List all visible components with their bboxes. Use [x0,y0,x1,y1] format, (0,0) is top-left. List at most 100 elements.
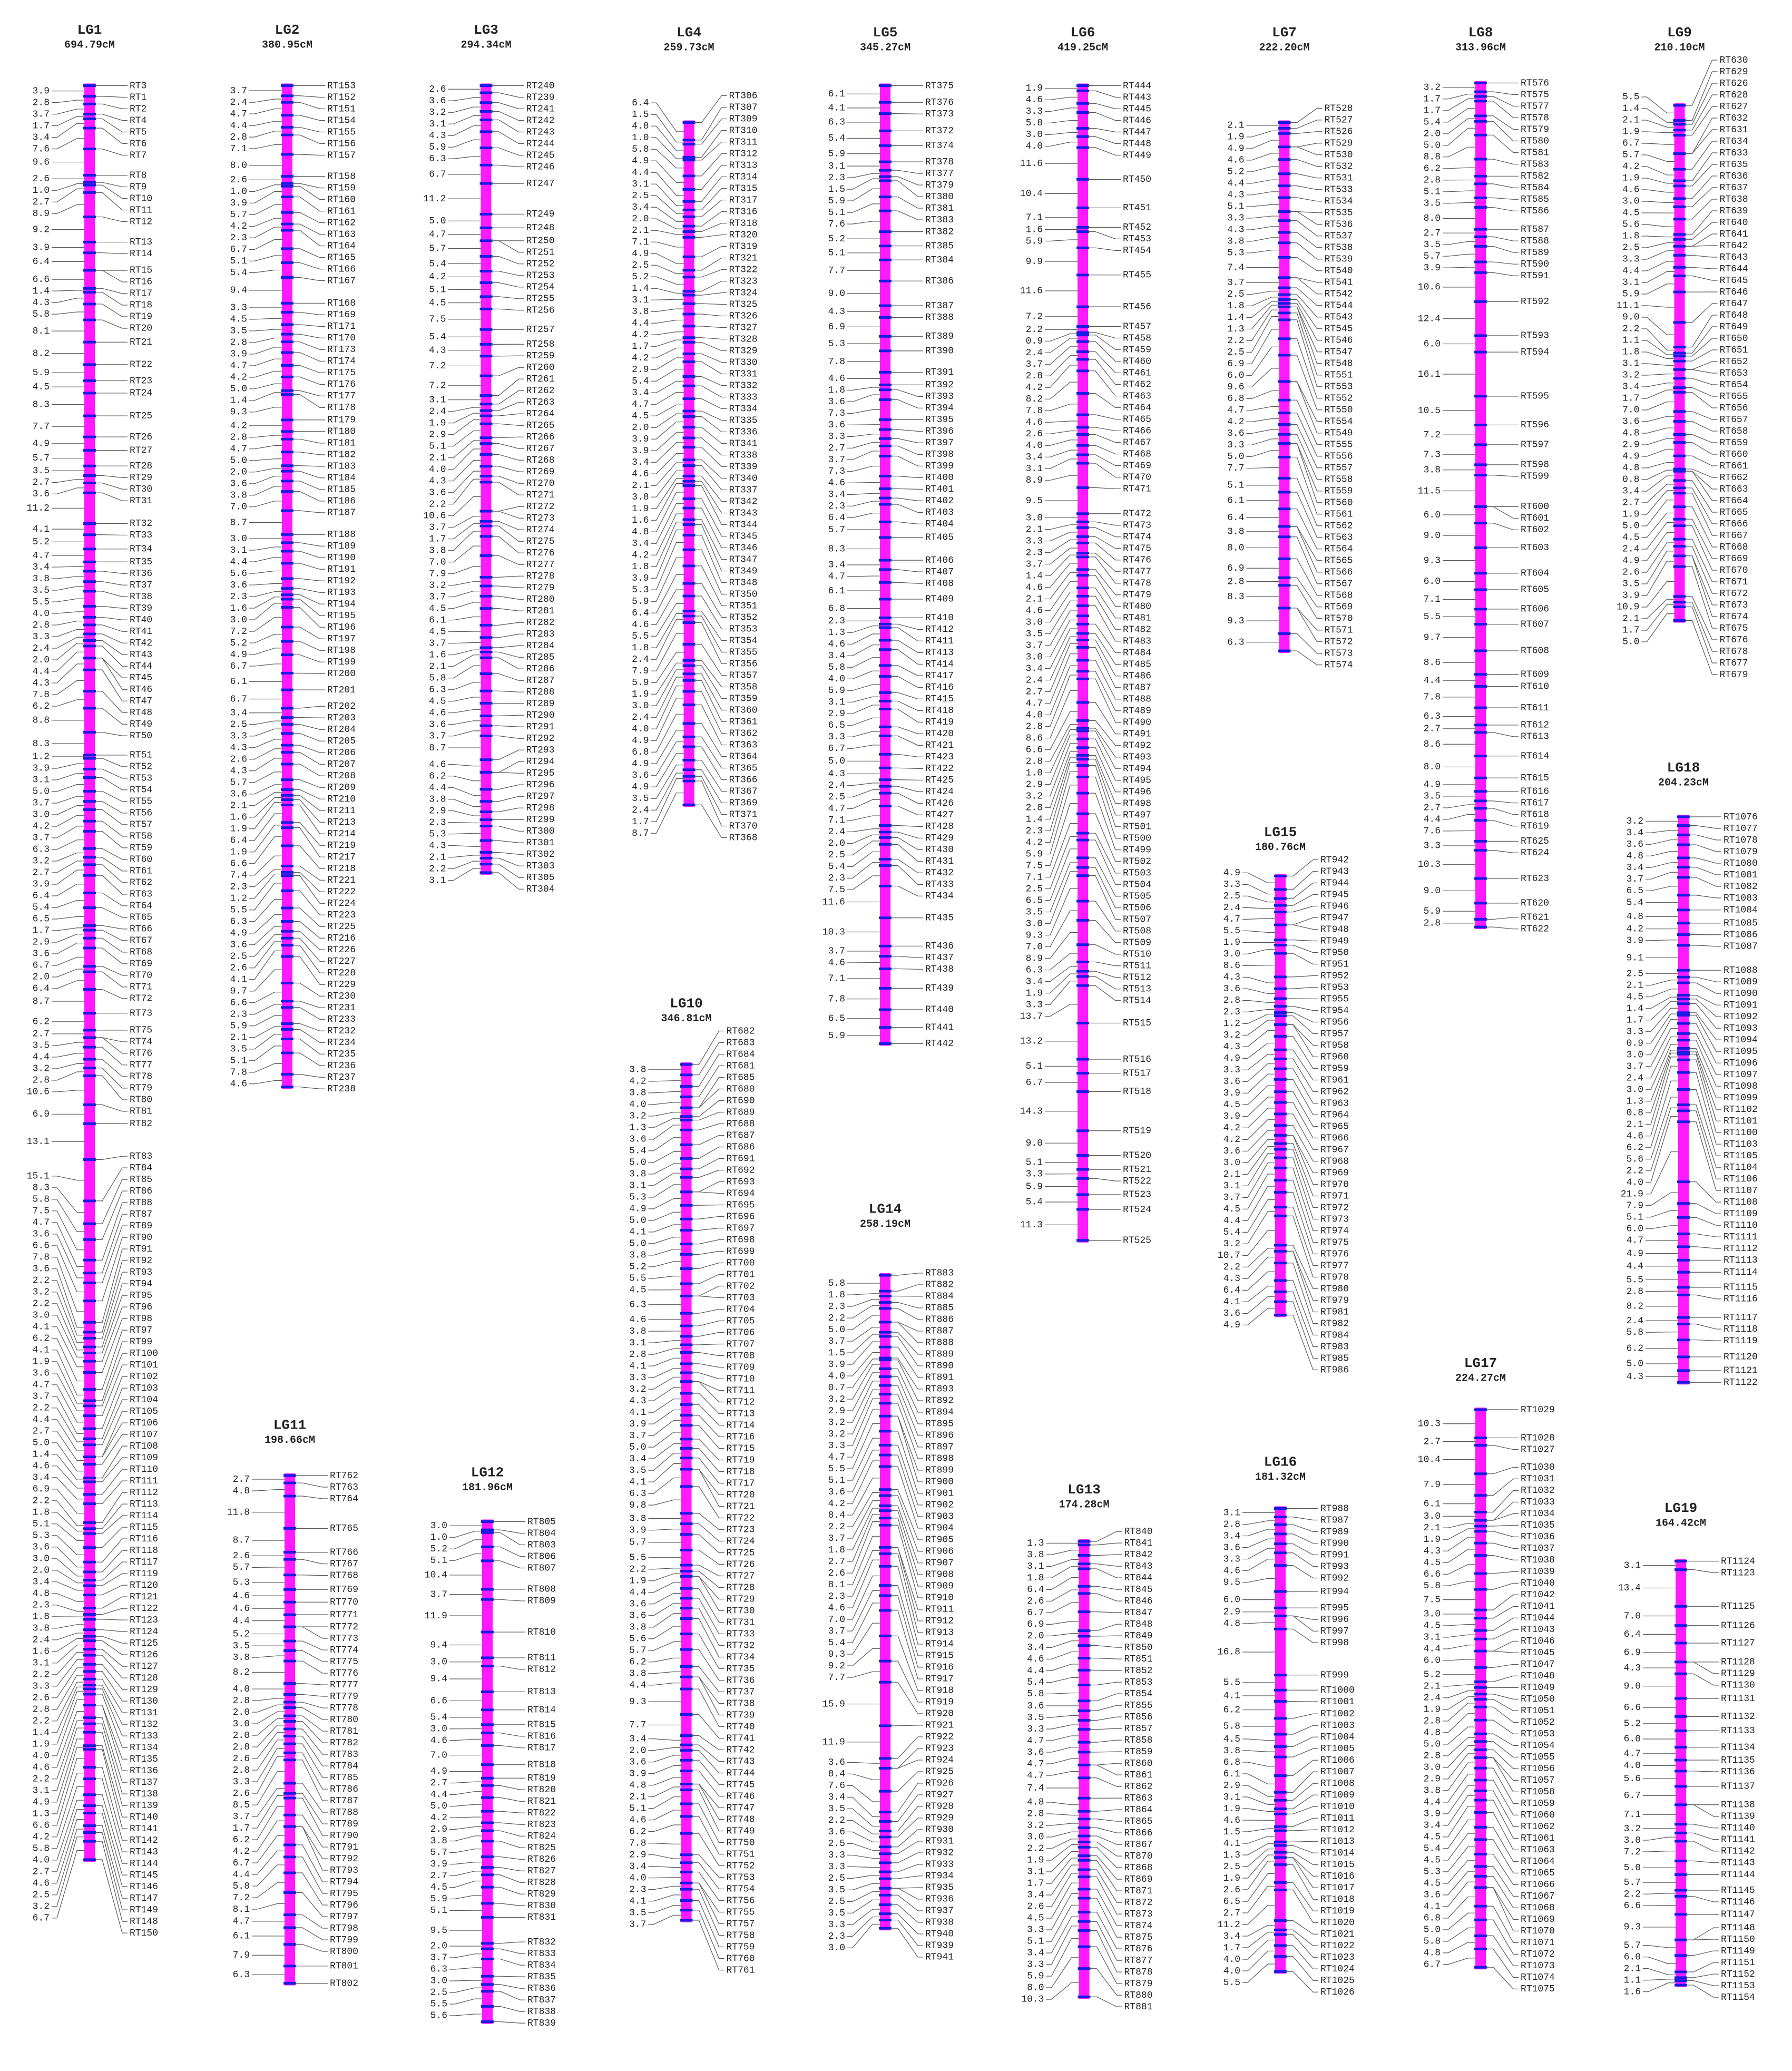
marker-tick [1078,1995,1091,1998]
marker-tick [879,230,892,233]
leader-line [1685,620,1718,675]
marker-tick [481,1665,494,1668]
leader-line [52,796,84,804]
linkage-group: LG2380.95cMRT153RT152RT151RT154RT155RT15… [230,22,356,1095]
leader-line [1486,926,1519,930]
leader-line [847,1423,880,1469]
leader-line [52,1176,84,1181]
leader-line [847,789,880,798]
interval-label: 5.8 [33,1195,50,1205]
interval-label: 2.3 [828,616,845,627]
marker-tick [1274,875,1287,877]
marker-label: RT896 [925,1431,954,1441]
interval-label: 6.2 [1223,1705,1240,1715]
marker-tick [1076,900,1089,903]
leader-line [691,1862,724,1890]
marker-tick [83,449,96,452]
marker-tick [1076,960,1089,963]
leader-line [651,778,684,822]
interval-label: 3.6 [429,719,446,730]
leader-line [1486,236,1519,241]
marker-label: RT189 [327,541,356,552]
interval-label: 4.7 [33,551,50,561]
leader-line [491,872,524,890]
marker-tick [1274,1688,1287,1692]
leader-line [1289,509,1323,550]
marker-tick [1274,1090,1287,1093]
marker-label: RT695 [727,1200,755,1210]
interval-label: 1.6 [429,650,446,660]
interval-label: 6.3 [1227,637,1244,648]
interval-label: 2.8 [33,620,50,631]
interval-label: 3.7 [429,731,446,741]
marker-tick [680,1457,693,1460]
leader-line [1641,242,1675,248]
interval-label: 4.7 [828,572,845,582]
interval-label: 3.0 [230,615,247,626]
interval-label: 3.0 [430,1521,447,1531]
leader-line [847,745,880,749]
marker-label: RT761 [727,1965,755,1976]
interval-label: 3.5 [1622,579,1639,590]
leader-line [694,341,727,351]
marker-tick [1078,1668,1091,1672]
marker-tick [1078,1840,1091,1843]
marker-tick [281,707,293,710]
marker-tick [283,1588,296,1591]
leader-line [1089,1624,1122,1632]
interval-label: 3.2 [1622,370,1639,381]
leader-line [292,827,325,857]
leader-line [95,708,128,725]
marker-label: RT242 [526,115,555,126]
interval-label: 4.5 [1622,533,1639,543]
leader-line [847,783,880,786]
marker-tick [83,906,96,909]
marker-label: RT576 [1521,78,1549,89]
leader-line [691,1239,724,1245]
leader-line [651,729,684,764]
leader-line [491,423,524,426]
group-length: 258.19cM [860,1218,910,1230]
leader-line [52,969,84,978]
leader-line [890,1725,923,1726]
interval-label: 6.9 [1027,1619,1044,1630]
interval-label: 4.5 [429,627,446,637]
marker-label: RT230 [327,991,356,1002]
interval-label: 8.3 [1227,592,1244,602]
marker-label: RT926 [925,1779,954,1789]
interval-label: 5.9 [1622,289,1639,300]
leader-line [694,565,727,607]
interval-label: 3.0 [828,1943,845,1953]
leader-line [1685,326,1718,354]
marker-tick [879,335,892,338]
leader-line [95,1190,128,1240]
marker-tick [1274,1844,1287,1847]
leader-line [1088,623,1121,653]
marker-label: RT574 [1325,660,1353,671]
marker-tick [83,1731,96,1734]
marker-tick [1673,601,1686,604]
leader-line [1089,1669,1122,1671]
marker-label: RT730 [727,1606,755,1616]
leader-line [890,708,923,722]
leader-line [1088,971,1121,978]
interval-label: 3.8 [230,491,247,501]
interval-label: 5.0 [629,1216,646,1226]
leader-line [52,637,84,649]
marker-tick [879,1375,892,1378]
leader-line [1246,153,1279,161]
marker-label: RT889 [925,1350,954,1360]
leader-line [493,1599,525,1601]
leader-line [1088,875,1121,920]
marker-label: RT221 [327,875,356,886]
interval-label: 5.4 [1027,1677,1044,1688]
marker-tick [682,803,696,806]
interval-label: 1.2 [1223,1019,1240,1029]
marker-label: RT964 [1320,1110,1349,1120]
leader-line [651,589,684,625]
marker-label: RT923 [925,1744,954,1754]
marker-label: RT390 [925,346,954,357]
marker-tick [479,409,493,412]
marker-tick [83,414,96,417]
interval-label: 7.0 [1622,405,1639,416]
